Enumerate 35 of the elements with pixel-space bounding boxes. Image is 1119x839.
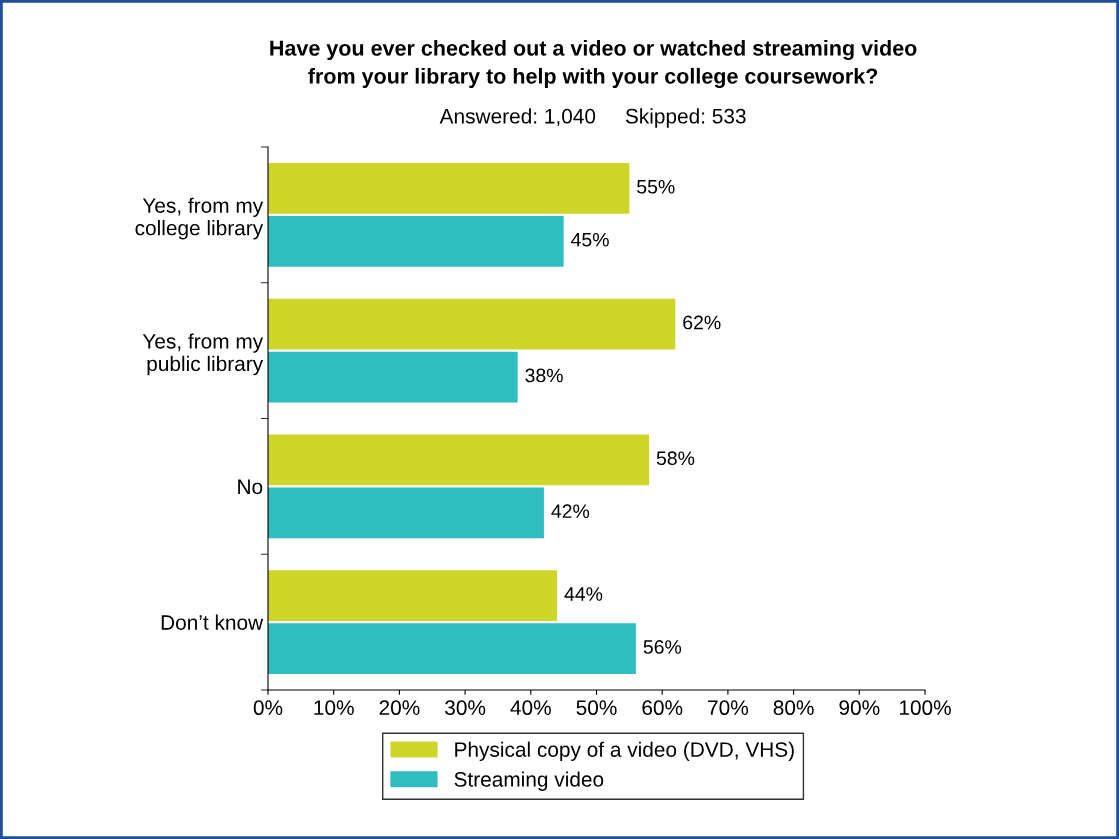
y-tick-label: Don’t know <box>161 614 264 630</box>
x-tick-label: 90% <box>839 700 880 716</box>
x-tick-label: 30% <box>445 700 486 716</box>
data-label: 55% <box>637 179 675 194</box>
y-tick-label: Yes, from my public library <box>142 333 264 376</box>
data-label: 58% <box>656 451 695 466</box>
x-tick-label: 20% <box>379 700 420 716</box>
bar <box>268 351 518 403</box>
y-tick-label: No <box>238 479 263 495</box>
data-label: 62% <box>683 315 721 330</box>
data-label: 44% <box>564 587 603 601</box>
legend-label: Streaming video <box>454 771 604 791</box>
bar <box>268 487 544 539</box>
chart-title: Have you ever checked out a video or watched streaming video from your library to help with your college coursework? <box>270 39 917 89</box>
bar <box>268 298 676 350</box>
x-tick-label: 0% <box>253 700 283 716</box>
x-tick-label: 40% <box>510 700 551 716</box>
x-tick-label: 60% <box>642 700 683 716</box>
bar <box>268 162 630 214</box>
y-tick-label: Yes, from my college library <box>135 197 264 240</box>
x-tick-label: 100% <box>899 700 951 716</box>
x-tick-label: 70% <box>708 700 749 716</box>
x-tick-label: 50% <box>576 700 617 716</box>
bar <box>268 434 650 486</box>
bar <box>268 623 636 675</box>
data-label: 56% <box>643 640 682 654</box>
x-tick-label: 10% <box>314 700 354 716</box>
bar <box>268 570 558 622</box>
data-label: 42% <box>551 504 590 518</box>
chart-subtitle: Answered: 1,040 Skipped: 533 <box>439 108 746 128</box>
x-tick-label: 80% <box>773 700 814 716</box>
data-label: 45% <box>571 232 609 247</box>
legend-label: Physical copy of a video (DVD, VHS) <box>455 741 794 762</box>
bar <box>268 215 564 267</box>
data-label: 38% <box>525 368 563 383</box>
